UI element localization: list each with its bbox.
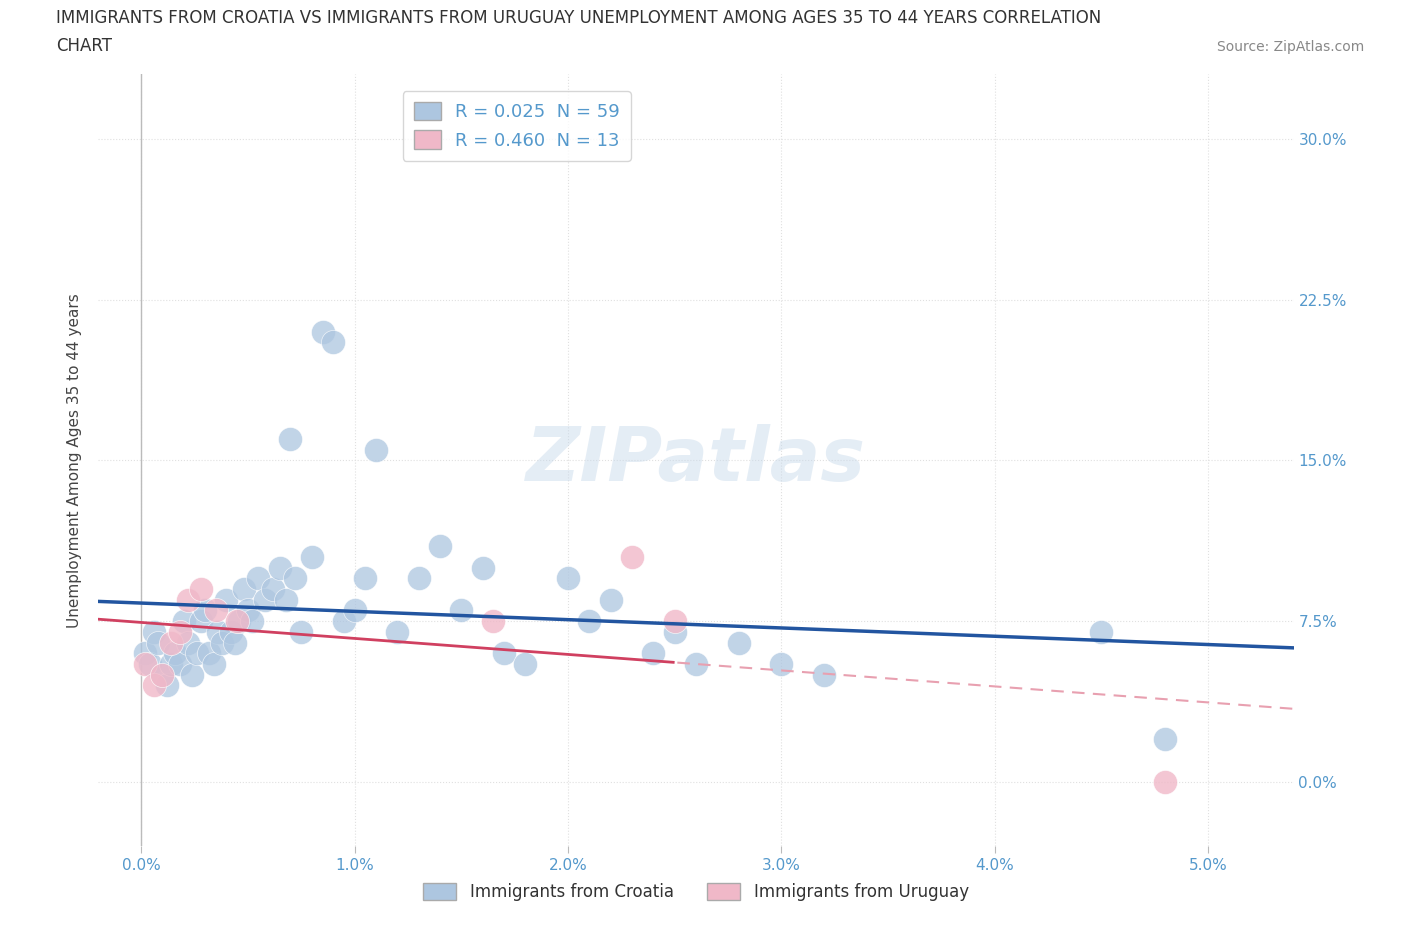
Y-axis label: Unemployment Among Ages 35 to 44 years: Unemployment Among Ages 35 to 44 years bbox=[67, 293, 83, 628]
Point bbox=[190, 614, 212, 629]
Point bbox=[471, 560, 494, 575]
Point bbox=[727, 635, 749, 650]
Point bbox=[343, 603, 366, 618]
Point bbox=[253, 592, 276, 607]
Point bbox=[262, 581, 284, 596]
Text: ZIPatlas: ZIPatlas bbox=[526, 424, 866, 497]
Point bbox=[177, 592, 200, 607]
Point bbox=[333, 614, 356, 629]
Point bbox=[152, 668, 174, 683]
Point bbox=[207, 624, 229, 639]
Point bbox=[202, 657, 225, 671]
Point bbox=[599, 592, 621, 607]
Point bbox=[198, 646, 221, 661]
Point bbox=[142, 678, 165, 693]
Point bbox=[211, 635, 233, 650]
Point bbox=[232, 581, 254, 596]
Point bbox=[240, 614, 263, 629]
Point bbox=[152, 668, 174, 683]
Point bbox=[204, 603, 226, 618]
Point bbox=[226, 614, 249, 629]
Point bbox=[219, 624, 242, 639]
Point bbox=[169, 624, 191, 639]
Point bbox=[224, 635, 246, 650]
Text: Source: ZipAtlas.com: Source: ZipAtlas.com bbox=[1216, 40, 1364, 54]
Point bbox=[492, 646, 515, 661]
Point bbox=[1090, 624, 1112, 639]
Point bbox=[354, 571, 377, 586]
Point bbox=[194, 603, 217, 618]
Point bbox=[685, 657, 707, 671]
Point bbox=[138, 657, 160, 671]
Point bbox=[664, 614, 686, 629]
Point bbox=[134, 646, 156, 661]
Point bbox=[557, 571, 579, 586]
Legend: Immigrants from Croatia, Immigrants from Uruguay: Immigrants from Croatia, Immigrants from… bbox=[416, 876, 976, 908]
Point bbox=[276, 592, 298, 607]
Point bbox=[177, 635, 200, 650]
Text: CHART: CHART bbox=[56, 37, 112, 55]
Point bbox=[148, 635, 170, 650]
Point bbox=[280, 432, 302, 446]
Point bbox=[165, 646, 187, 661]
Point bbox=[160, 657, 183, 671]
Point bbox=[578, 614, 600, 629]
Point bbox=[408, 571, 430, 586]
Point bbox=[770, 657, 793, 671]
Point bbox=[482, 614, 505, 629]
Point bbox=[385, 624, 408, 639]
Point bbox=[134, 657, 156, 671]
Point bbox=[620, 550, 643, 565]
Point bbox=[813, 668, 835, 683]
Point bbox=[160, 635, 183, 650]
Point bbox=[290, 624, 312, 639]
Point bbox=[643, 646, 665, 661]
Point bbox=[156, 678, 179, 693]
Point bbox=[322, 335, 344, 350]
Point bbox=[450, 603, 472, 618]
Point bbox=[1154, 732, 1177, 747]
Point bbox=[142, 624, 165, 639]
Point bbox=[215, 592, 238, 607]
Point bbox=[236, 603, 259, 618]
Point bbox=[173, 614, 195, 629]
Point bbox=[169, 657, 191, 671]
Point bbox=[664, 624, 686, 639]
Point bbox=[429, 538, 451, 553]
Text: IMMIGRANTS FROM CROATIA VS IMMIGRANTS FROM URUGUAY UNEMPLOYMENT AMONG AGES 35 TO: IMMIGRANTS FROM CROATIA VS IMMIGRANTS FR… bbox=[56, 9, 1101, 27]
Point bbox=[228, 614, 250, 629]
Point bbox=[364, 442, 387, 457]
Point bbox=[186, 646, 208, 661]
Point bbox=[1154, 775, 1177, 790]
Point bbox=[247, 571, 270, 586]
Point bbox=[190, 581, 212, 596]
Point bbox=[269, 560, 291, 575]
Point bbox=[311, 325, 333, 339]
Point bbox=[301, 550, 323, 565]
Point bbox=[284, 571, 307, 586]
Point bbox=[181, 668, 204, 683]
Point bbox=[515, 657, 537, 671]
